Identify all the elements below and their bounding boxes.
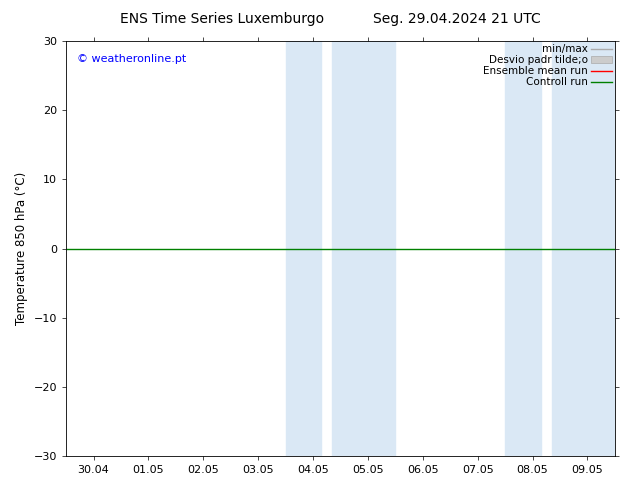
Bar [552,41,615,456]
Text: Seg. 29.04.2024 21 UTC: Seg. 29.04.2024 21 UTC [373,12,540,26]
Bar [332,41,396,456]
Bar [285,41,321,456]
Text: © weatheronline.pt: © weatheronline.pt [77,54,186,64]
Legend: min/max, Desvio padr tilde;o, Ensemble mean run, Controll run: min/max, Desvio padr tilde;o, Ensemble m… [481,42,614,90]
Text: ENS Time Series Luxemburgo: ENS Time Series Luxemburgo [120,12,324,26]
Bar [505,41,541,456]
Y-axis label: Temperature 850 hPa (°C): Temperature 850 hPa (°C) [15,172,28,325]
